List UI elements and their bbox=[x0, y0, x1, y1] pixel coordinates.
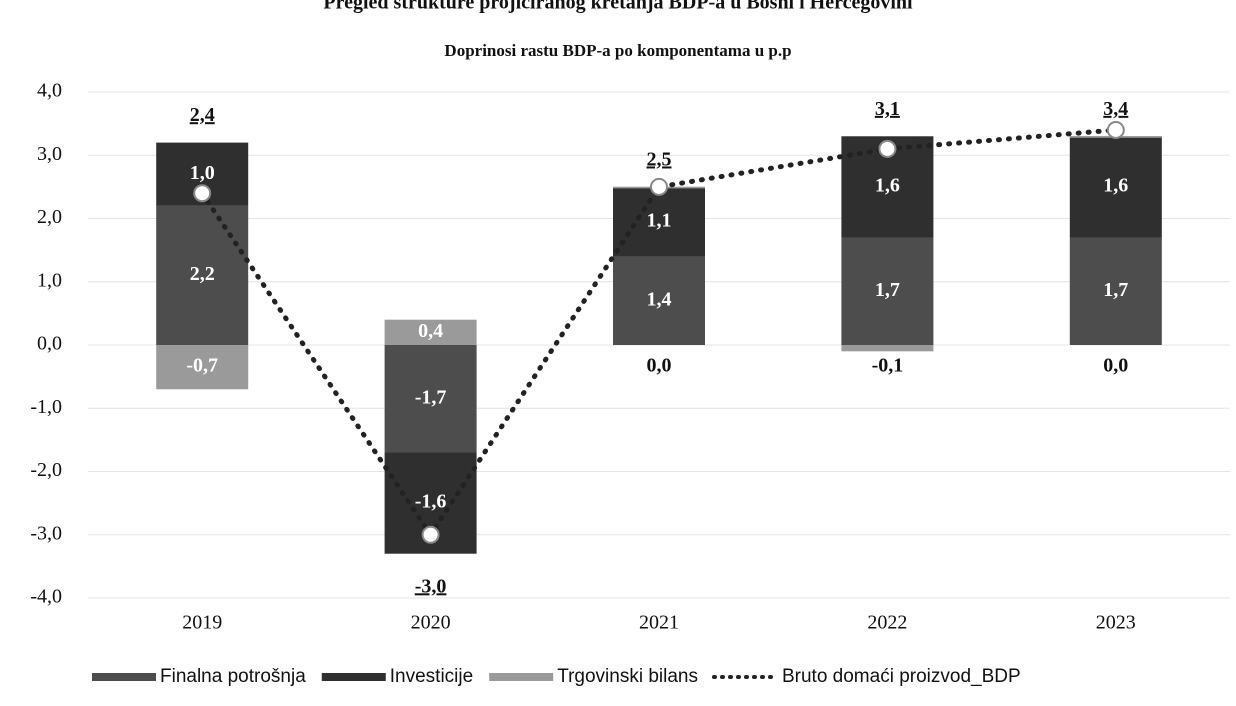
legend-label: Finalna potrošnja bbox=[160, 666, 306, 687]
line-marker bbox=[878, 139, 897, 158]
line-label: 3,4 bbox=[1103, 98, 1128, 120]
x-tick-label: 2020 bbox=[411, 612, 451, 634]
line-marker bbox=[650, 177, 668, 196]
legend-label: Trgovinski bilans bbox=[557, 666, 698, 687]
data-label: 1,7 bbox=[875, 279, 900, 301]
data-label: 0,0 bbox=[1103, 355, 1128, 377]
line-marker bbox=[193, 184, 212, 203]
data-label: -0,1 bbox=[872, 355, 904, 377]
data-label: 0,0 bbox=[647, 355, 672, 377]
data-label: 1,6 bbox=[875, 174, 900, 196]
chart-title: Pregled strukture projiciranog kretanja … bbox=[323, 0, 913, 14]
data-label: -0,7 bbox=[186, 355, 218, 377]
data-label: -1,7 bbox=[415, 386, 447, 408]
y-tick-label: 3,0 bbox=[37, 143, 62, 165]
bar-segment bbox=[613, 186, 705, 257]
data-label: 0,4 bbox=[418, 320, 443, 342]
data-label: -1,6 bbox=[415, 491, 447, 513]
data-label: 1,0 bbox=[190, 162, 215, 184]
bar-segment bbox=[156, 205, 249, 345]
legend-key bbox=[92, 673, 156, 681]
y-tick-label: -3,0 bbox=[30, 522, 62, 544]
y-tick-label: 0,0 bbox=[37, 333, 62, 355]
y-tick-label: -4,0 bbox=[30, 586, 62, 608]
data-label: 1,1 bbox=[647, 209, 672, 231]
x-tick-label: 2022 bbox=[867, 612, 907, 634]
bar-segment bbox=[156, 345, 249, 390]
bar-segment bbox=[1069, 136, 1162, 238]
y-tick-label: -1,0 bbox=[30, 396, 62, 418]
bar-segment bbox=[384, 319, 477, 345]
legend-key bbox=[489, 673, 554, 681]
line-marker bbox=[421, 525, 440, 544]
bar-segment bbox=[841, 237, 934, 345]
line-label: 2,5 bbox=[647, 148, 672, 170]
data-label: 1,4 bbox=[647, 288, 672, 310]
y-tick-label: 4,0 bbox=[37, 80, 62, 102]
data-label: 1,6 bbox=[1103, 174, 1128, 196]
y-tick-label: -2,0 bbox=[30, 459, 62, 481]
data-label: 2,2 bbox=[190, 263, 215, 285]
line-marker bbox=[1106, 120, 1125, 139]
bar-segment bbox=[384, 345, 477, 453]
line-label: 2,4 bbox=[190, 104, 215, 126]
x-tick-label: 2023 bbox=[1096, 612, 1136, 634]
legend-label: Investicije bbox=[390, 666, 473, 687]
x-tick-label: 2021 bbox=[639, 612, 679, 634]
bar-segment bbox=[1069, 237, 1162, 345]
bar-segment bbox=[841, 345, 934, 352]
legend-label: Bruto domaći proizvod_BDP bbox=[782, 666, 1021, 687]
chart-subtitle: Doprinosi rastu BDP-a po komponentama u … bbox=[444, 41, 791, 60]
line-label: -3,0 bbox=[415, 575, 447, 597]
line-label: 3,1 bbox=[875, 98, 900, 120]
x-tick-label: 2019 bbox=[182, 612, 222, 634]
data-label: 1,7 bbox=[1103, 279, 1128, 301]
bar-segment bbox=[613, 256, 705, 345]
y-tick-label: 1,0 bbox=[37, 269, 62, 291]
y-tick-label: 2,0 bbox=[37, 206, 62, 228]
legend-key bbox=[321, 673, 386, 681]
